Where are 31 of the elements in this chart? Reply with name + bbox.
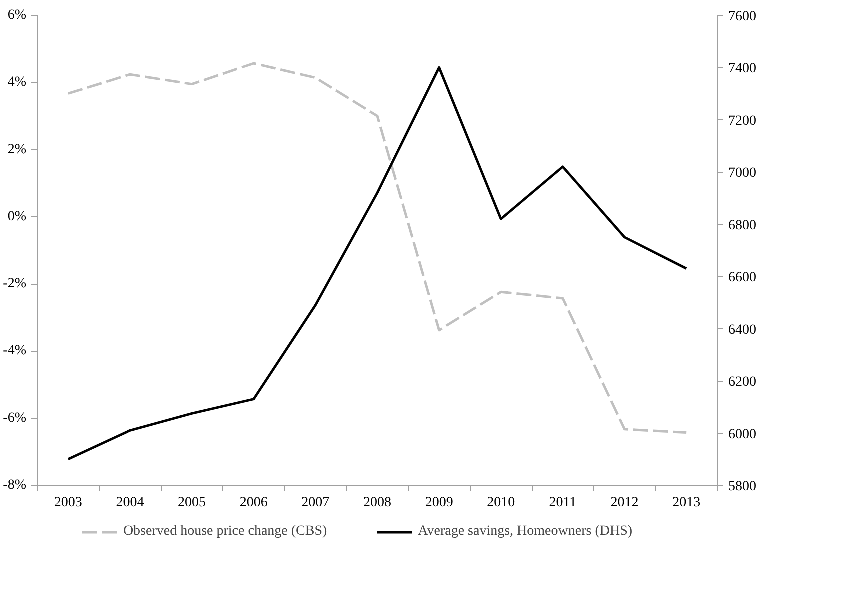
x-tick-label: 2010 — [487, 496, 516, 510]
x-tick-label: 2009 — [425, 496, 454, 510]
y-tick-label: 4% — [8, 75, 27, 90]
y-tick-label: 0% — [8, 209, 27, 224]
x-tick-label: 2007 — [302, 496, 330, 510]
legend-label: Average savings, Homeowners (DHS) — [418, 524, 633, 540]
y2-tick-label: 6800 — [728, 218, 756, 234]
legend-label: Observed house price change (CBS) — [123, 524, 328, 540]
y-tick-label: -4% — [3, 344, 27, 359]
y2-tick-label: 6200 — [728, 375, 756, 390]
x-tick-label: 2004 — [116, 496, 144, 510]
y2-tick-label: 7600 — [728, 10, 756, 24]
y2-tick-label: 6400 — [728, 322, 756, 338]
y-tick-label: -6% — [3, 410, 27, 426]
y2-tick-label: 6000 — [728, 427, 756, 442]
x-tick-label: 2011 — [549, 496, 577, 510]
y2-tick-label: 5800 — [728, 480, 756, 494]
y2-tick-label: 6600 — [728, 270, 756, 286]
y2-tick-label: 7200 — [728, 114, 756, 129]
y2-tick-label: 7000 — [728, 166, 756, 182]
x-tick-label: 2013 — [672, 496, 701, 510]
y-tick-label: -8% — [3, 478, 27, 493]
x-tick-label: 2005 — [178, 496, 206, 510]
x-tick-label: 2008 — [364, 496, 392, 510]
x-tick-label: 2006 — [240, 496, 268, 510]
x-tick-label: 2012 — [610, 496, 639, 510]
y2-tick-label: 7400 — [728, 62, 756, 77]
y-tick-label: -2% — [3, 276, 27, 292]
y-tick-label: 6% — [8, 8, 27, 23]
x-tick-label: 2003 — [54, 496, 82, 510]
y-tick-label: 2% — [8, 142, 27, 158]
